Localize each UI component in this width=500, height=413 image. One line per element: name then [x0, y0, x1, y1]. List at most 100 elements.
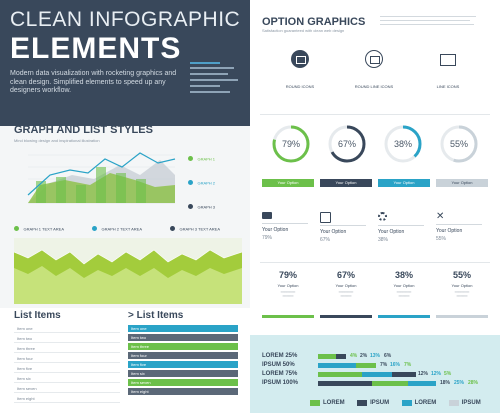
image-icon[interactable]	[291, 50, 309, 68]
list-item[interactable]: Item three	[128, 343, 238, 350]
stat-segment	[362, 372, 392, 377]
option-card[interactable]: 67% Your Option ━━━━━━━━ ━━━━━━	[320, 270, 372, 318]
image-icon[interactable]	[365, 50, 383, 68]
round-line-icon-card: ROUND LINE ICONS	[354, 50, 394, 89]
legend-swatch	[448, 399, 459, 406]
legend-swatch	[310, 399, 320, 406]
legend-swatch	[357, 399, 368, 406]
list-item[interactable]: Item two	[14, 335, 120, 343]
legend-label: IPSUM	[370, 399, 390, 406]
option-button[interactable]: Your Option	[320, 179, 372, 187]
icon-label: ROUND ICONS	[285, 84, 315, 89]
option-card[interactable]: 38% Your Option ━━━━━━━━ ━━━━━━	[378, 270, 430, 318]
list-item[interactable]: Item seven	[14, 385, 120, 393]
card-title: Your Option	[277, 283, 299, 288]
circle-icon	[170, 226, 175, 232]
list-item[interactable]: Item six	[14, 375, 120, 383]
list-item[interactable]: Item one	[14, 325, 120, 333]
icon-option: Your Option 38%	[378, 212, 428, 243]
line-icon-card: LINE ICONS	[428, 50, 468, 89]
image-icon[interactable]	[440, 54, 456, 66]
list-item[interactable]: Item eight	[128, 388, 238, 395]
area-light	[14, 266, 242, 304]
option-title: Your Option	[436, 228, 463, 234]
stat-number: 25%	[454, 380, 465, 386]
stat-number: 12%	[431, 371, 442, 377]
list-item[interactable]: Item three	[14, 345, 120, 353]
card-pct: 55%	[452, 270, 471, 280]
stats-legend: LOREM IPSUM LOREM IPSUM	[310, 394, 489, 412]
option-button[interactable]: Your Option	[378, 179, 430, 187]
icon-option: ✕ Your Option 55%	[436, 212, 486, 242]
list-item[interactable]: Item eight	[14, 395, 120, 403]
list-item[interactable]: Item four	[128, 352, 238, 359]
stat-number: 12%	[418, 371, 429, 377]
list-item[interactable]: Item six	[128, 370, 238, 377]
legend-item: GRAPH 2	[188, 174, 215, 192]
card-bar	[320, 315, 372, 318]
options-title: OPTION GRAPHICS	[262, 16, 366, 28]
stat-number: 13%	[370, 353, 381, 359]
stat-number: 5%	[444, 371, 452, 377]
option-pct: 79%	[262, 235, 273, 241]
icon-label: LINE ICONS	[436, 84, 460, 89]
area-chart	[14, 238, 242, 304]
feature-label: GRAPH 1 TEXT AREA	[23, 226, 64, 232]
option-button[interactable]: Your Option	[262, 179, 314, 187]
donut-value: 67%	[337, 139, 356, 149]
list-right: Item one Item two Item three Item four I…	[128, 325, 238, 397]
feature-label: GRAPH 3 TEXT AREA	[179, 226, 220, 232]
stat-segment	[336, 354, 346, 359]
gear-icon	[378, 212, 387, 221]
list-item[interactable]: Item four	[14, 355, 120, 363]
stat-number: 6%	[384, 353, 392, 359]
legend-label: IPSUM	[461, 399, 481, 406]
stat-label: IPSUM 100%	[262, 380, 299, 386]
list-item[interactable]: Item two	[128, 334, 238, 341]
stat-label: LOREM 75%	[262, 371, 298, 377]
option-card[interactable]: 55% Your Option ━━━━━━━━ ━━━━━━	[436, 270, 488, 318]
donut-value: 55%	[449, 139, 468, 149]
list-title-right: > List Items	[128, 310, 184, 321]
monitor-icon	[262, 212, 272, 219]
stat-number: 28%	[468, 380, 479, 386]
legend-label: LOREM	[323, 399, 345, 406]
stat-segment	[372, 381, 408, 386]
pin-icon	[188, 156, 193, 162]
title-line-2: ELEMENTS	[10, 32, 182, 65]
card-text: ━━━━━━━━ ━━━━━━	[338, 290, 354, 298]
icon-label: ROUND LINE ICONS	[354, 84, 394, 89]
list-item[interactable]: Item seven	[128, 379, 238, 386]
option-pct: 38%	[378, 237, 389, 243]
option-button[interactable]: Your Option	[436, 179, 488, 187]
stats-panel: LOREM 25% IPSUM 50% LOREM 75% IPSUM 100%…	[250, 335, 500, 413]
options-subtitle: Satisfaction guaranteed with clean web d…	[262, 28, 345, 33]
donut-arc	[328, 125, 366, 163]
legend-label: GRAPH 3	[197, 204, 216, 210]
stat-segment	[318, 363, 356, 368]
option-title: Your Option	[320, 229, 347, 235]
legend-label: GRAPH 2	[197, 180, 216, 186]
list-item[interactable]: Item five	[14, 365, 120, 373]
mini-text-block	[190, 62, 244, 97]
stat-label: IPSUM 50%	[262, 362, 295, 368]
area-line	[14, 249, 242, 265]
card-bar	[378, 315, 430, 318]
pin-icon	[188, 204, 193, 210]
chart-bars	[36, 167, 146, 203]
list-item[interactable]: Item five	[128, 361, 238, 368]
combo-chart	[27, 152, 176, 204]
legend-label: LOREM	[414, 399, 437, 406]
list-title-left: List Items	[14, 310, 61, 321]
circle-icon	[14, 226, 19, 232]
card-bar	[262, 315, 314, 318]
option-card[interactable]: 79% Your Option ━━━━━━━━ ━━━━━━	[262, 270, 314, 318]
donut-arc	[440, 125, 478, 163]
options-text-block	[380, 16, 480, 28]
circle-icon	[92, 226, 97, 232]
chart-blue-line	[27, 152, 176, 196]
header-description: Modern data visualization with rocketing…	[10, 70, 177, 94]
list-item[interactable]: Item one	[128, 325, 238, 332]
card-text: ━━━━━━━━ ━━━━━━	[454, 290, 470, 298]
graph-legend: GRAPH 1 GRAPH 2 GRAPH 3	[188, 150, 215, 216]
